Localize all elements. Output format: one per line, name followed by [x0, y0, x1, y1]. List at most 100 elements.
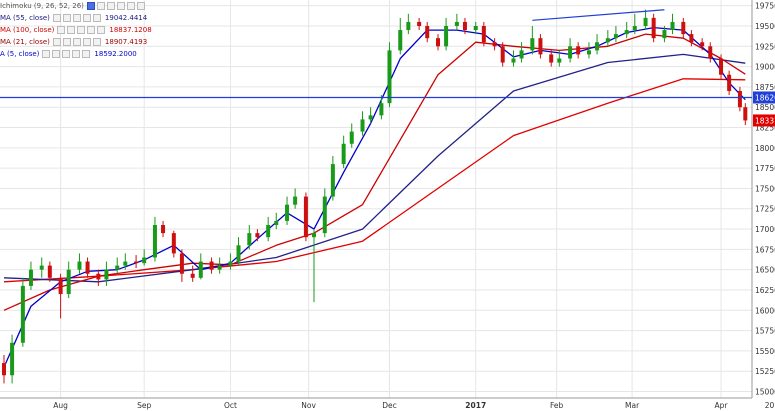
legend-hide-icon[interactable]: [52, 38, 61, 46]
candle-body: [670, 21, 675, 31]
y-tick-label: 15250: [755, 367, 775, 376]
legend-up-icon[interactable]: [72, 38, 81, 46]
candle-body: [312, 233, 316, 238]
x-tick-label: Mar: [625, 401, 640, 410]
candle-body: [662, 30, 667, 39]
y-tick-label: 17250: [755, 205, 775, 214]
legend-close-icon[interactable]: [92, 14, 101, 22]
candle-body: [39, 265, 44, 270]
legend-down-icon[interactable]: [87, 26, 96, 34]
legend-settings-icon[interactable]: [52, 50, 61, 58]
x-tick-label: Nov: [301, 401, 316, 410]
x-tick-label: Oct: [224, 401, 237, 410]
legend-up-icon[interactable]: [62, 50, 71, 58]
candle-body: [322, 196, 327, 234]
candle-body: [500, 46, 505, 63]
y-tick-label: 16750: [755, 245, 775, 254]
trend-line: [532, 9, 665, 21]
candle-body: [142, 257, 147, 264]
legend-indicator-name: MA (21, close): [0, 38, 50, 46]
candle-body: [115, 265, 120, 270]
legend-down-icon[interactable]: [82, 38, 91, 46]
candle-body: [47, 265, 52, 278]
candle-body: [77, 261, 82, 270]
legend-hide-icon[interactable]: [96, 2, 105, 10]
candle-body: [462, 21, 467, 31]
legend-down-icon[interactable]: [126, 2, 135, 10]
legend-row: MA (21, close) 18907.4193: [0, 36, 152, 48]
candle-body: [266, 224, 271, 238]
legend-settings-icon[interactable]: [67, 26, 76, 34]
candle-body: [727, 74, 732, 91]
x-tick-label: 2017: [465, 401, 486, 410]
x-tick-label: Dec: [382, 401, 397, 410]
legend-up-icon[interactable]: [77, 26, 86, 34]
candle-body: [247, 233, 252, 246]
legend-indicator-value: 18592.2000: [94, 50, 137, 58]
candle-body: [492, 42, 497, 47]
x-tick-label: Aug: [53, 401, 68, 410]
candle-body: [303, 196, 308, 238]
series-line-ma-100-close: [3, 78, 746, 283]
legend-indicator-value: 19042.4414: [104, 14, 148, 22]
legend-indicator-value: 18907.4193: [104, 38, 148, 46]
candle-body: [613, 34, 618, 39]
legend-close-icon[interactable]: [136, 2, 145, 10]
legend-row: Ichimoku (9, 26, 52, 26): [0, 0, 152, 12]
candle-body: [20, 285, 25, 343]
y-tick-label: 16000: [755, 306, 775, 315]
legend-close-icon[interactable]: [92, 38, 101, 46]
legend-settings-icon[interactable]: [62, 38, 71, 46]
candle-body: [293, 196, 298, 205]
candle-body: [398, 30, 403, 51]
candle-body: [425, 25, 430, 39]
legend-close-icon[interactable]: [82, 50, 91, 58]
candle-body: [66, 269, 71, 295]
y-tick-label: 17500: [755, 184, 775, 193]
x-tick-label: 20: [765, 401, 775, 410]
candle-body: [737, 90, 742, 108]
candle-body: [708, 46, 713, 59]
legend-hide-icon[interactable]: [52, 14, 61, 22]
legend-up-icon[interactable]: [116, 2, 125, 10]
price-tag: [753, 91, 775, 104]
legend-down-icon[interactable]: [72, 50, 81, 58]
legend-settings-icon[interactable]: [106, 2, 115, 10]
legend-hide-icon[interactable]: [42, 50, 51, 58]
legend-settings-icon[interactable]: [62, 14, 71, 22]
candle-body: [444, 25, 449, 47]
legend-down-icon[interactable]: [82, 14, 91, 22]
candle-body: [217, 265, 222, 270]
candle-body: [85, 261, 90, 274]
legend-buttons: [52, 14, 101, 22]
y-tick-label: 19750: [755, 2, 775, 11]
candle-body: [719, 58, 724, 75]
candle-body: [123, 261, 128, 266]
y-tick-label: 16500: [755, 266, 775, 275]
candle-body: [651, 17, 656, 39]
legend-indicator-name: A (5, close): [0, 50, 40, 58]
candle-body: [538, 38, 543, 55]
candle-body: [171, 233, 176, 254]
candle-body: [104, 269, 109, 280]
legend-hide-icon[interactable]: [57, 26, 66, 34]
candle-body: [417, 21, 422, 26]
legend-row: MA (55, close) 19042.4414: [0, 12, 152, 24]
legend-indicator-name: MA (100, close): [0, 26, 55, 34]
legend-up-icon[interactable]: [72, 14, 81, 22]
candle-body: [454, 21, 459, 26]
candle-body: [557, 58, 562, 63]
legend-row: MA (100, close) 18837.1208: [0, 24, 152, 36]
legend-close-icon[interactable]: [97, 26, 106, 34]
legend-color-icon[interactable]: [86, 2, 95, 10]
candle-body: [96, 273, 101, 280]
y-tick-label: 15500: [755, 347, 775, 356]
indicator-legend: Ichimoku (9, 26, 52, 26) MA (55, close) 19…: [0, 0, 152, 60]
candle-body: [10, 342, 15, 376]
candle-body: [152, 224, 157, 258]
candle-body: [360, 119, 365, 132]
legend-buttons: [52, 38, 101, 46]
candle-body: [681, 21, 686, 35]
y-tick-label: 18500: [755, 103, 775, 112]
